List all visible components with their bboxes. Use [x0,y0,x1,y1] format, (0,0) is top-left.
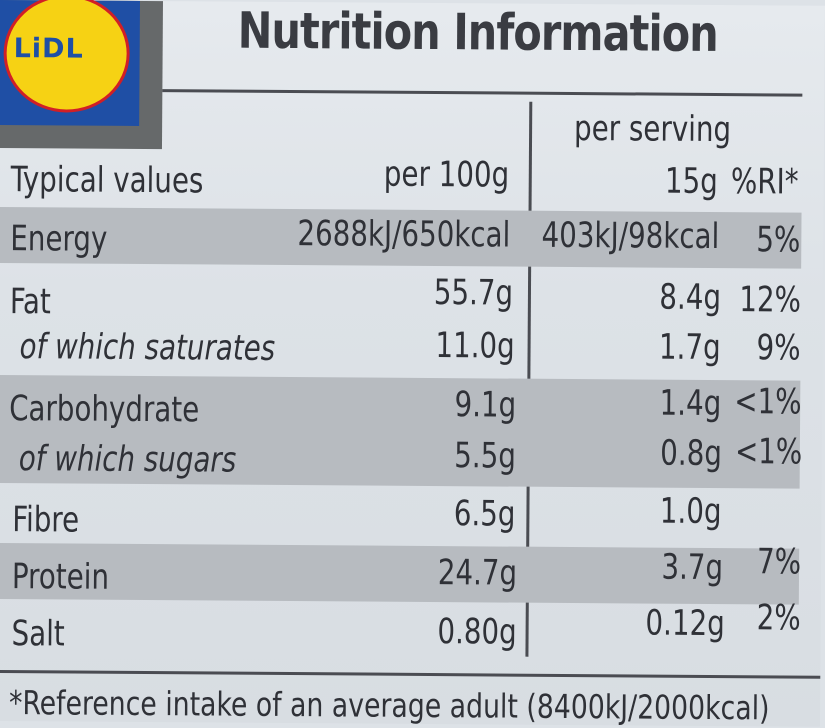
row-serving-fibre: 1.0g [659,491,722,533]
row-ri-salt: 2% [756,598,801,639]
per-100g-heading: per 100g [383,154,509,196]
typical-values-heading: Typical values [10,160,204,202]
row-serving-carbohydrate: 1.4g [659,383,722,425]
row-serving-protein: 3.7g [661,547,724,589]
serving-size-heading: 15g [664,161,718,203]
logo-text: LiDL [13,33,84,65]
row-ri-fat: 12% [739,280,802,321]
ri-heading: %RI* [730,162,799,203]
row-label-saturates: of which saturates [19,327,276,369]
row-per100-saturates: 11.0g [435,326,515,367]
row-label-protein: Protein [11,557,110,598]
row-per100-carbohydrate: 9.1g [454,385,517,426]
row-label-fibre: Fibre [12,500,80,541]
row-per100-fibre: 6.5g [453,494,516,535]
row-label-sugars: of which sugars [18,439,237,481]
row-serving-energy: 403kJ/98kcal [541,215,720,258]
table-bottom-rule [0,669,821,679]
row-per100-fat: 55.7g [433,273,514,314]
row-ri-sugars: <1% [734,432,802,473]
row-per100-protein: 24.7g [437,553,518,594]
per-serving-heading: per serving [573,109,732,151]
label-title: Nutrition Information [237,1,719,64]
row-serving-fat: 8.4g [659,277,722,319]
row-label-salt: Salt [11,614,65,655]
row-serving-sugars: 0.8g [660,433,722,475]
row-serving-salt: 0.12g [645,603,725,645]
row-per100-sugars: 5.5g [454,436,516,477]
lidl-logo: LiDL [0,0,140,126]
row-ri-saturates: 9% [756,328,801,369]
row-label-carbohydrate: Carbohydrate [9,389,200,431]
row-label-fat: Fat [9,282,51,323]
row-per100-salt: 0.80g [437,612,517,653]
row-per100-energy: 2688kJ/650kcal [297,214,511,256]
row-ri-protein: 7% [756,542,802,583]
row-serving-saturates: 1.7g [658,327,721,369]
row-ri-energy: 5% [756,220,801,261]
title-rule [162,89,803,97]
row-ri-carbohydrate: <1% [733,382,802,423]
row-label-energy: Energy [10,219,108,260]
